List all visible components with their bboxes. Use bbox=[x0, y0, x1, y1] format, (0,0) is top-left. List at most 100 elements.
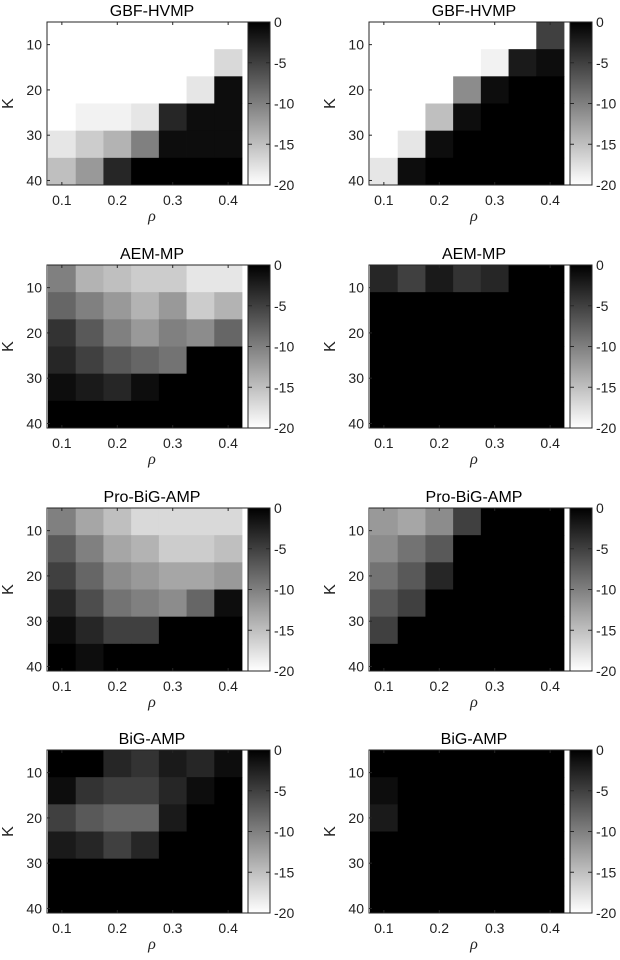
x-tick-label: 0.4 bbox=[218, 920, 238, 936]
heatmap-cell bbox=[186, 157, 215, 186]
heatmap-cell bbox=[48, 103, 77, 132]
heatmap-cell bbox=[186, 265, 215, 293]
chart-title: Pro-BiG-AMP bbox=[426, 489, 523, 506]
heatmap-cell bbox=[131, 346, 160, 375]
heatmap-cell bbox=[536, 562, 565, 590]
heatmap-cell bbox=[397, 777, 426, 805]
heatmap-cell bbox=[131, 157, 160, 186]
y-tick-label: 30 bbox=[26, 613, 42, 629]
heatmap-cell bbox=[453, 804, 482, 832]
heatmap-cell bbox=[536, 103, 565, 132]
heatmap-cell bbox=[186, 885, 215, 914]
heatmap-cell bbox=[397, 157, 426, 186]
heatmap-cell bbox=[397, 750, 426, 778]
heatmap-cell bbox=[536, 750, 565, 778]
heatmap-cell bbox=[158, 777, 187, 805]
colorbar-tick-label: 0 bbox=[596, 742, 604, 758]
heatmap-cell bbox=[131, 535, 160, 563]
x-tick-label: 0.1 bbox=[374, 678, 394, 694]
heatmap-cell bbox=[186, 804, 215, 832]
heatmap-cell bbox=[397, 103, 426, 132]
heatmap-cell bbox=[397, 885, 426, 914]
heatmap-cell bbox=[103, 589, 132, 618]
heatmap-cell bbox=[103, 885, 132, 914]
y-tick-label: 40 bbox=[348, 415, 364, 431]
heatmap-cell bbox=[131, 76, 160, 104]
heatmap-cell bbox=[397, 508, 426, 536]
heatmap-cell bbox=[131, 831, 160, 860]
heatmap-cell bbox=[536, 319, 565, 347]
colorbar-tick-label: 0 bbox=[274, 500, 282, 516]
heatmap-cell bbox=[370, 616, 399, 645]
heatmap-cell bbox=[508, 346, 537, 375]
heatmap-cell bbox=[425, 400, 454, 429]
heatmap-cell bbox=[536, 265, 565, 293]
heatmap-cell bbox=[480, 535, 509, 563]
heatmap-cell bbox=[48, 373, 77, 402]
y-tick-label: 40 bbox=[26, 658, 42, 674]
heatmap-cell bbox=[425, 750, 454, 778]
x-axis-label: ρ bbox=[147, 451, 156, 468]
heatmap-cell bbox=[75, 535, 104, 563]
heatmap-cell bbox=[480, 157, 509, 186]
heatmap-cell bbox=[370, 292, 399, 320]
y-tick-label: 40 bbox=[348, 172, 364, 188]
heatmap-cell bbox=[214, 265, 243, 293]
heatmap-cell bbox=[103, 157, 132, 186]
heatmap-cell bbox=[370, 777, 399, 805]
heatmap-cell bbox=[453, 130, 482, 159]
heatmap-cell bbox=[480, 76, 509, 104]
heatmap-cell bbox=[103, 508, 132, 536]
heatmap-cell bbox=[131, 292, 160, 320]
heatmap-cell bbox=[214, 589, 243, 618]
y-axis-label: K bbox=[0, 98, 17, 109]
heatmap-cell bbox=[536, 589, 565, 618]
x-tick-label: 0.2 bbox=[108, 920, 128, 936]
colorbar-tick-label: -10 bbox=[596, 824, 616, 840]
heatmap-cell bbox=[103, 831, 132, 860]
colorbar-tick-label: -5 bbox=[596, 541, 609, 557]
heatmap-cell bbox=[480, 400, 509, 429]
heatmap-cell bbox=[508, 265, 537, 293]
heatmap-cell bbox=[480, 508, 509, 536]
heatmap-cell bbox=[214, 643, 243, 672]
heatmap-cell bbox=[480, 777, 509, 805]
heatmap-cell bbox=[186, 346, 215, 375]
heatmap-cell bbox=[453, 643, 482, 672]
heatmap-cell bbox=[453, 292, 482, 320]
heatmap-cell bbox=[158, 157, 187, 186]
y-axis-label: K bbox=[322, 826, 339, 837]
heatmap-cell bbox=[48, 346, 77, 375]
x-tick-label: 0.1 bbox=[52, 435, 72, 451]
heatmap-cell bbox=[508, 103, 537, 132]
heatmap-cell bbox=[103, 777, 132, 805]
heatmap-cell bbox=[425, 103, 454, 132]
heatmap-cell bbox=[75, 319, 104, 347]
y-tick-label: 30 bbox=[26, 370, 42, 386]
heatmap-cell bbox=[536, 885, 565, 914]
heatmap-cell bbox=[103, 49, 132, 77]
x-tick-label: 0.4 bbox=[218, 435, 238, 451]
heatmap-cell bbox=[397, 858, 426, 887]
y-tick-label: 30 bbox=[26, 855, 42, 871]
heatmap-cell bbox=[536, 643, 565, 672]
heatmap-cell bbox=[186, 750, 215, 778]
heatmap-cell bbox=[131, 616, 160, 645]
y-tick-label: 30 bbox=[26, 127, 42, 143]
heatmap-cell bbox=[75, 885, 104, 914]
heatmap-cell bbox=[131, 49, 160, 77]
heatmap-cell bbox=[186, 535, 215, 563]
heatmap-cell bbox=[370, 346, 399, 375]
heatmap-cell bbox=[453, 858, 482, 887]
heatmap-cell bbox=[536, 535, 565, 563]
colorbar-tick-label: -15 bbox=[596, 136, 616, 152]
heatmap-cell bbox=[214, 535, 243, 563]
heatmap-cell bbox=[158, 22, 187, 50]
heatmap-cell bbox=[397, 589, 426, 618]
heatmap-cell bbox=[214, 292, 243, 320]
heatmap-cell bbox=[480, 804, 509, 832]
heatmap-cell bbox=[508, 22, 537, 50]
y-tick-label: 30 bbox=[348, 370, 364, 386]
heatmap-cell bbox=[75, 589, 104, 618]
heatmap-cell bbox=[536, 831, 565, 860]
